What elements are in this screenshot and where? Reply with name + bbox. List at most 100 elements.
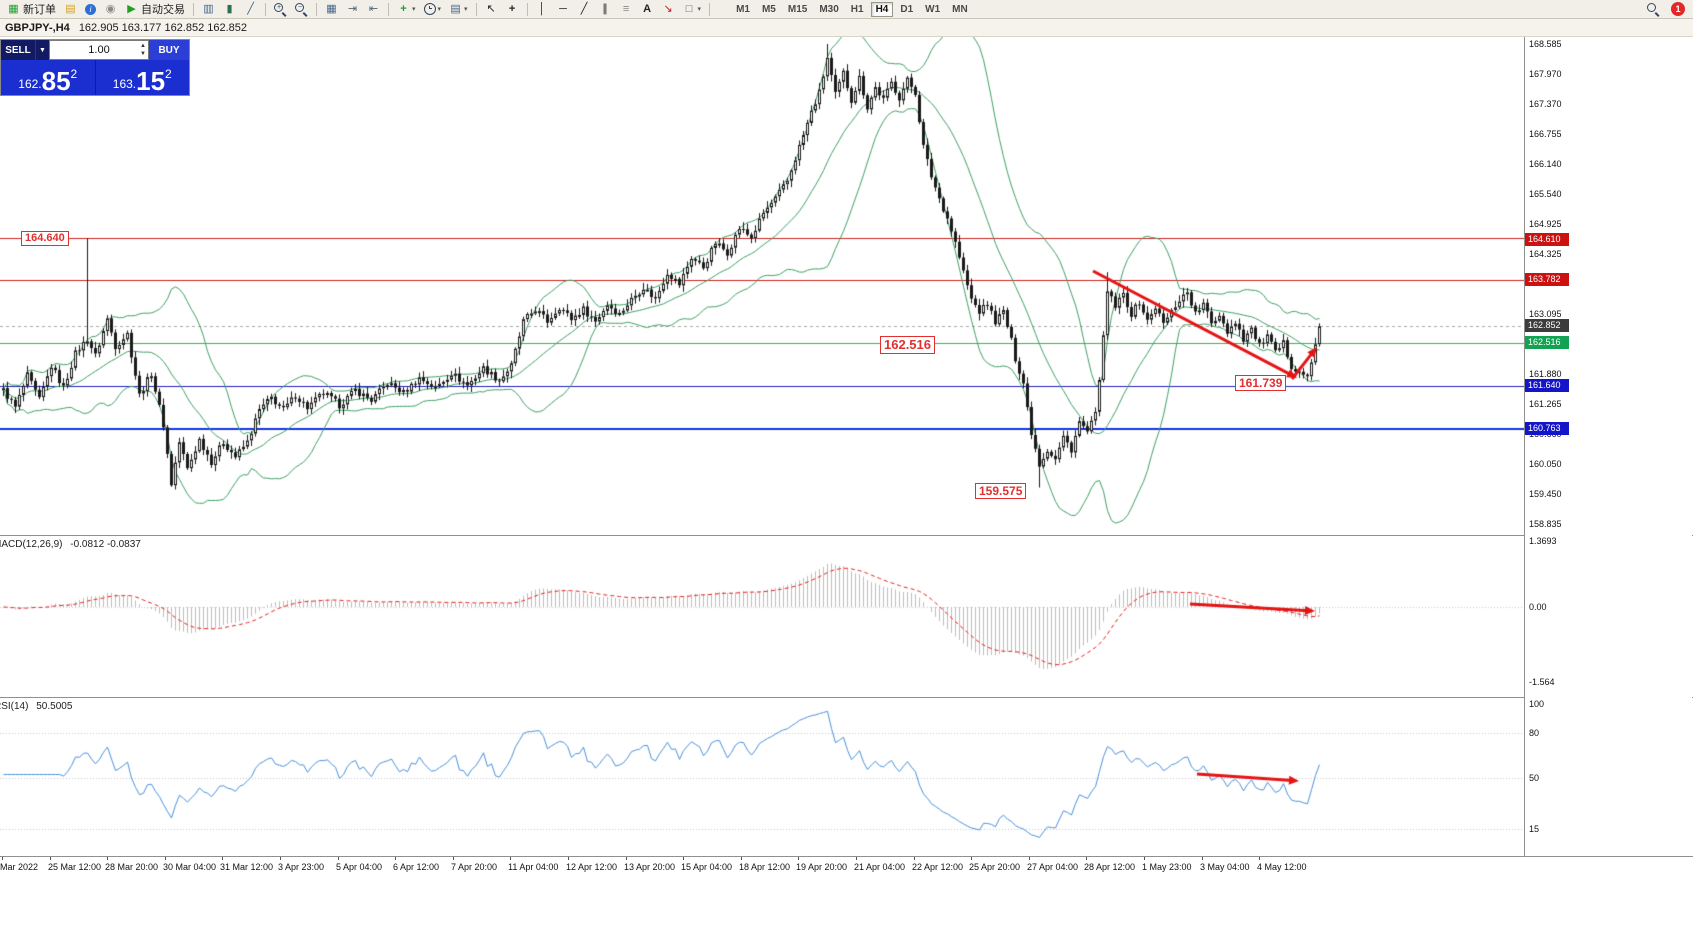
templates-button[interactable]: ▤ ▾ — [445, 1, 472, 18]
search-icon — [1647, 2, 1660, 16]
panel-separator[interactable] — [0, 535, 1693, 536]
time-axis[interactable]: Mar 2022 25 Mar 12:00 28 Mar 20:00 30 Mar 0… — [0, 856, 1693, 876]
sell-price[interactable]: 162. 85 2 — [1, 60, 95, 95]
time-axis-label: 3 May 04:00 — [1200, 862, 1250, 872]
toolbar-group: ▦ ⇥ ⇤ — [321, 1, 384, 18]
main-chart-canvas[interactable] — [0, 37, 1524, 535]
rsi-label: RSI(14) 50.5005 — [0, 701, 72, 712]
time-axis-tick — [453, 857, 454, 860]
horizontal-line-icon: ─ — [559, 2, 567, 15]
spinner-up-icon: ▲ — [140, 43, 146, 49]
timeframe-m5[interactable]: M5 — [761, 3, 776, 15]
macd-axis-label: -1.564 — [1529, 677, 1555, 688]
price-axis-label: 164.325 — [1529, 248, 1562, 259]
cursor-button[interactable]: ↖ — [481, 1, 502, 18]
rsi-axis-label: 100 — [1529, 699, 1545, 709]
time-axis-label: 3 Apr 23:00 — [278, 862, 325, 872]
text-button[interactable]: A — [637, 1, 658, 18]
vertical-line-button[interactable]: │ — [532, 1, 553, 18]
autotrading-button-label: 自动交易 — [141, 4, 185, 16]
time-axis-tick — [626, 857, 627, 860]
panel-separator[interactable] — [0, 697, 1693, 698]
crosshair-button[interactable]: + — [502, 1, 523, 18]
time-axis-tick — [971, 857, 972, 860]
price-annotation[interactable]: 164.640 — [21, 231, 69, 246]
volume-field[interactable]: 1.00 ▲ ▼ — [49, 40, 149, 60]
volume-value: 1.00 — [88, 44, 110, 56]
time-axis-label: 28 Mar 20:00 — [105, 862, 159, 872]
sound-button[interactable]: ◉ — [100, 1, 121, 18]
macd-axis-label: 1.3693 — [1529, 535, 1557, 546]
timeframe-m15[interactable]: M15 — [787, 3, 808, 15]
channel-button[interactable]: ∥ — [595, 1, 616, 18]
vertical-line-icon: │ — [538, 2, 546, 15]
volume-stepper[interactable]: ▲ ▼ — [140, 42, 146, 58]
time-axis-tick — [1029, 857, 1030, 860]
search-button[interactable] — [1643, 1, 1664, 18]
arrow-tool-button[interactable]: ↘ — [658, 1, 679, 18]
trendline-button[interactable]: ╱ — [574, 1, 595, 18]
time-axis-label: 19 Apr 20:00 — [796, 862, 848, 872]
toolbar-separator — [193, 2, 194, 16]
price-annotation[interactable]: 162.516 — [880, 336, 935, 354]
text-icon: A — [643, 2, 652, 15]
shapes-button[interactable]: □ ▾ — [679, 1, 706, 18]
autotrading-button[interactable]: ▶ 自动交易 — [121, 1, 189, 18]
timeframe-h1[interactable]: H1 — [850, 3, 864, 15]
market-watch-button[interactable]: ▤ — [60, 1, 81, 18]
candlestick-icon: ▮ — [226, 2, 233, 15]
order-type-dropdown[interactable]: ▼ — [35, 40, 49, 60]
time-axis-tick — [2, 857, 3, 860]
rsi-canvas[interactable] — [0, 698, 1524, 855]
notification-badge[interactable]: 1 — [1671, 2, 1685, 16]
data-window-button[interactable]: i — [81, 1, 100, 18]
timeframe-w1[interactable]: W1 — [925, 3, 941, 15]
time-axis-tick — [1086, 857, 1087, 860]
periods-button[interactable]: ▾ — [420, 1, 446, 18]
sound-icon: ◉ — [105, 2, 116, 15]
timeframe-m1[interactable]: M1 — [736, 3, 750, 15]
indicators-button[interactable]: + ▾ — [393, 1, 420, 18]
timeframe-h4[interactable]: H4 — [870, 1, 894, 17]
line-chart-button[interactable]: ╱ — [240, 1, 261, 18]
price-tag: 164.610 — [1525, 232, 1569, 246]
time-axis-label: 31 Mar 12:00 — [220, 862, 274, 872]
chart-ohlc-values: 162.905 163.177 162.852 162.852 — [78, 21, 248, 34]
buy-price[interactable]: 163. 15 2 — [96, 60, 190, 95]
main-toolbar: ▦ 新订单 ▤ i ◉ ▶ 自动交易 ▥ ▮ ╱ + − ▦ ⇥ ⇤ + ▾ ▾ ▤ ▾ ↖ + │ ─ ╱ ∥ ≡ A ↘ □ ▾ M1 M5… — [0, 0, 1693, 19]
price-axis-label: 166.755 — [1529, 129, 1562, 140]
horizontal-line-button[interactable]: ─ — [553, 1, 574, 18]
timeframe-mn[interactable]: MN — [952, 3, 968, 15]
price-axis[interactable]: 168.585 167.970 167.370 166.755 166.140 165.5… — [1524, 37, 1692, 856]
timeframe-m30[interactable]: M30 — [819, 3, 839, 15]
time-axis-tick — [280, 857, 281, 860]
candlestick-button[interactable]: ▮ — [219, 1, 240, 18]
bar-chart-button[interactable]: ▥ — [198, 1, 219, 18]
shapes-icon: □ — [685, 2, 693, 15]
price-annotation[interactable]: 159.575 — [975, 483, 1027, 499]
time-axis-label: 6 Apr 12:00 — [393, 862, 440, 872]
auto-scroll-button[interactable]: ⇥ — [342, 1, 363, 18]
chart-shift-button[interactable]: ⇤ — [363, 1, 384, 18]
sell-button[interactable]: SELL — [1, 40, 35, 60]
buy-button[interactable]: BUY — [149, 40, 189, 60]
time-axis-label: 27 Apr 04:00 — [1027, 862, 1079, 872]
arrow-icon: ↘ — [663, 2, 673, 15]
time-axis-label: Mar 2022 — [0, 862, 39, 872]
zoom-out-button[interactable]: − — [291, 1, 312, 18]
zoom-in-button[interactable]: + — [270, 1, 291, 18]
time-axis-tick — [165, 857, 166, 860]
time-axis-label: 4 May 12:00 — [1257, 862, 1307, 872]
new-order-button[interactable]: ▦ 新订单 — [3, 1, 60, 18]
macd-canvas[interactable] — [0, 536, 1524, 696]
sell-price-sup: 2 — [70, 67, 78, 81]
fibonacci-button[interactable]: ≡ — [616, 1, 637, 18]
time-axis-tick — [338, 857, 339, 860]
chart-symbol: GBPJPY-,H4 — [5, 21, 70, 34]
tile-windows-button[interactable]: ▦ — [321, 1, 342, 18]
toolbar-group: ↖ + — [481, 1, 523, 18]
timeframe-d1[interactable]: D1 — [900, 3, 914, 15]
toolbar-right: 1 — [1643, 1, 1690, 18]
time-axis-label: 11 Apr 04:00 — [508, 862, 559, 872]
price-annotation[interactable]: 161.739 — [1235, 375, 1287, 391]
